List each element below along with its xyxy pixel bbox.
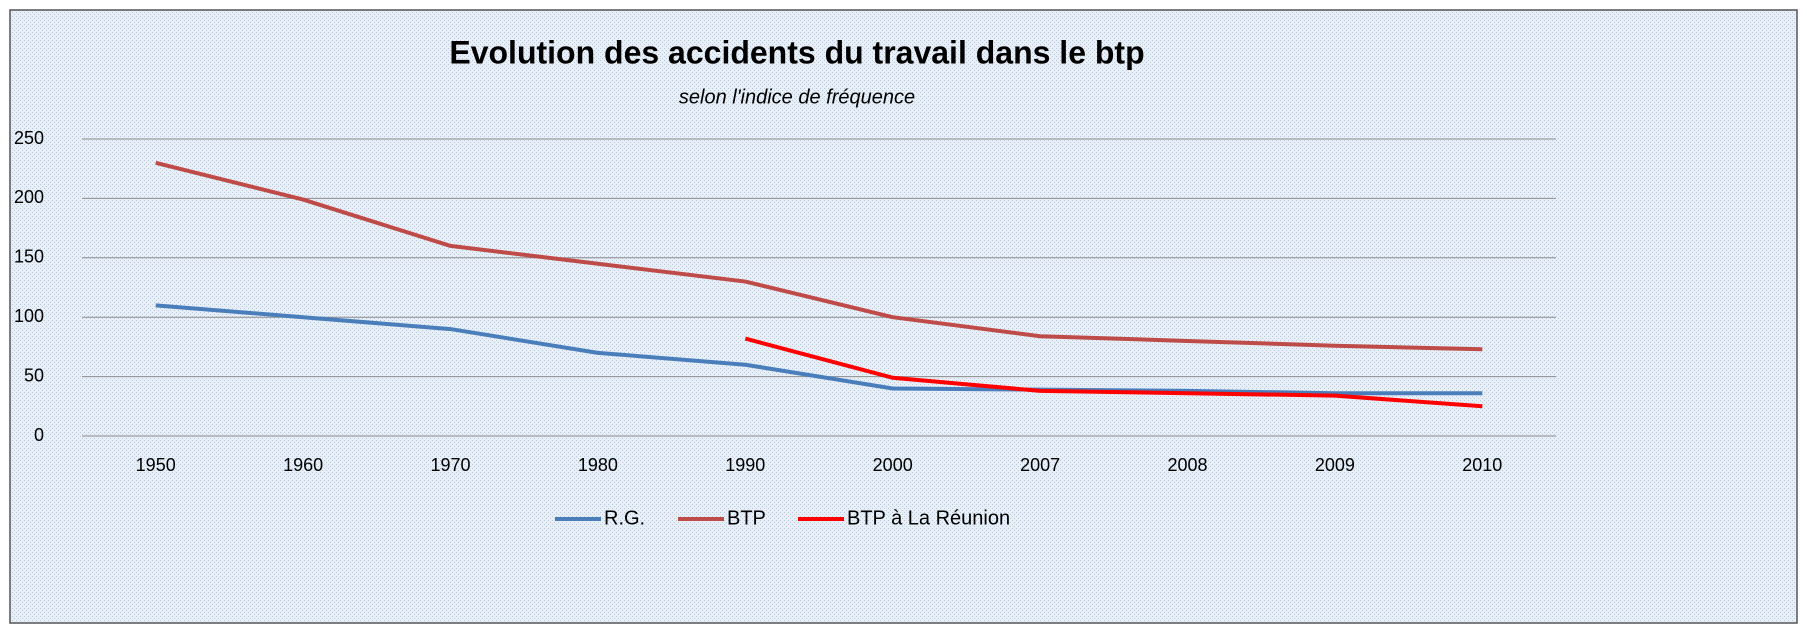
x-tick-label: 1990 bbox=[725, 455, 765, 475]
x-tick-label: 1970 bbox=[430, 455, 470, 475]
legend-label: BTP à La Réunion bbox=[847, 507, 1010, 529]
x-tick-label: 2000 bbox=[873, 455, 913, 475]
line-series bbox=[155, 303, 1483, 396]
chart-subtitle: selon l'indice de fréquence bbox=[679, 86, 915, 108]
x-tick-label: 2007 bbox=[1020, 455, 1060, 475]
x-tick-label: 2009 bbox=[1315, 455, 1355, 475]
line-series bbox=[155, 160, 1483, 352]
legend-label: R.G. bbox=[604, 507, 645, 529]
legend-label: BTP bbox=[727, 507, 766, 529]
chart-title: Evolution des accidents du travail dans … bbox=[449, 34, 1144, 70]
x-tick-label: 2008 bbox=[1167, 455, 1207, 475]
y-tick-label: 100 bbox=[14, 306, 44, 326]
x-tick-label: 1980 bbox=[578, 455, 618, 475]
x-tick-label: 2010 bbox=[1462, 455, 1502, 475]
x-tick-label: 1950 bbox=[136, 455, 176, 475]
y-tick-label: 50 bbox=[24, 365, 44, 385]
y-tick-label: 250 bbox=[14, 128, 44, 148]
y-tick-label: 200 bbox=[14, 187, 44, 207]
x-tick-label: 1960 bbox=[283, 455, 323, 475]
y-tick-label: 150 bbox=[14, 247, 44, 267]
line-series bbox=[744, 336, 1483, 409]
y-tick-label: 0 bbox=[34, 425, 44, 445]
